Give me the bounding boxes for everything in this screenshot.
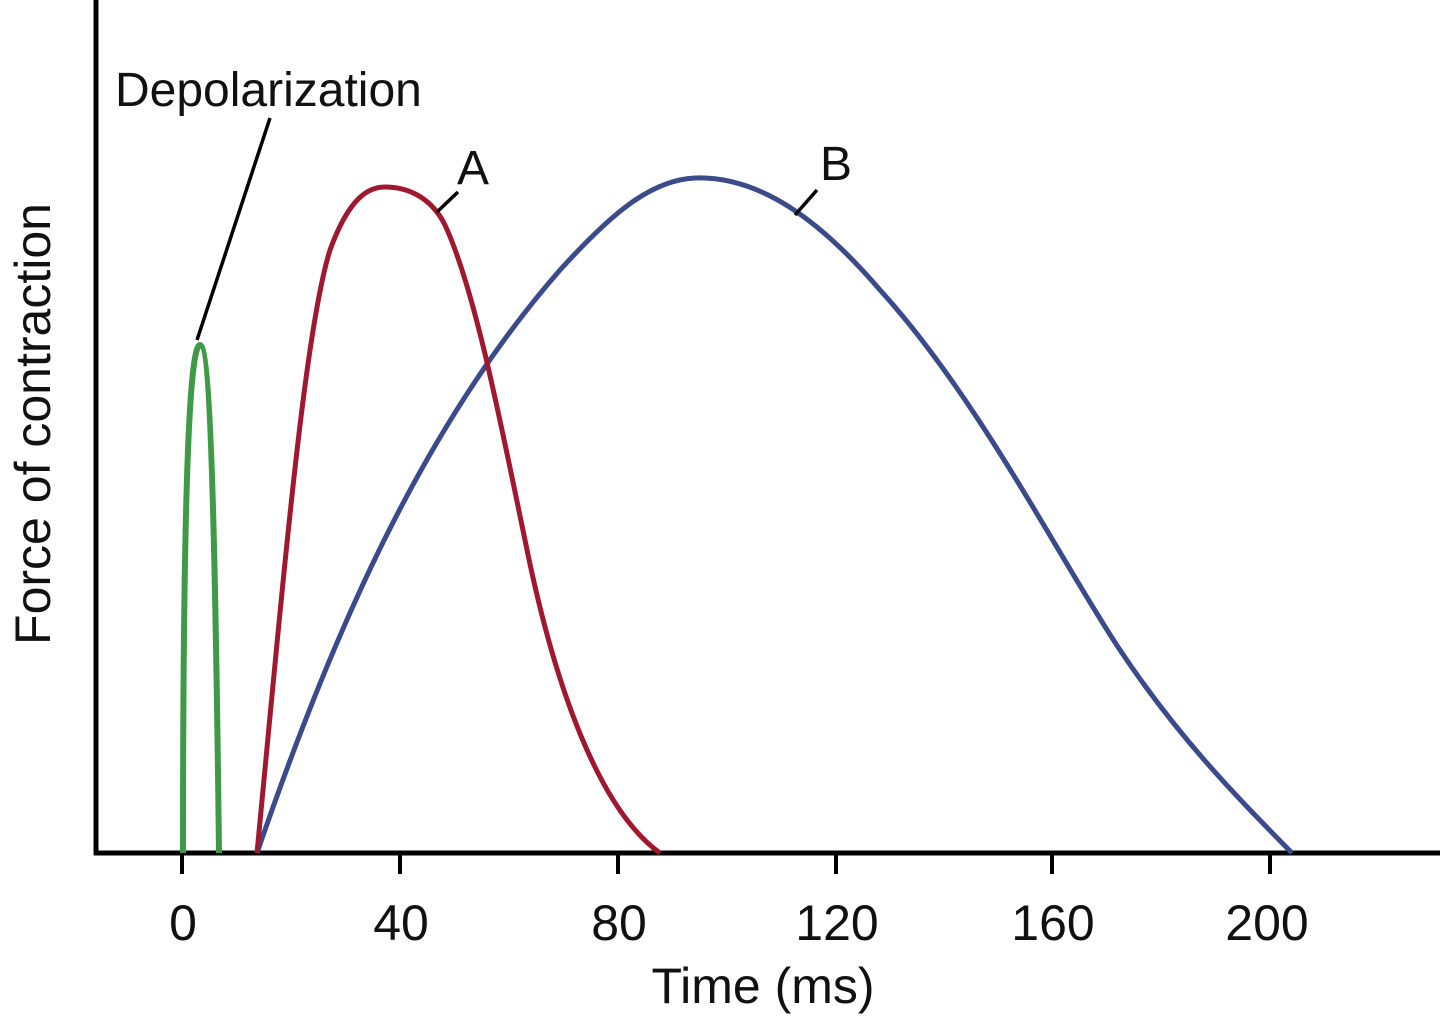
curve-a	[254, 184, 662, 856]
x-axis-title: Time (ms)	[651, 958, 874, 1014]
x-tick-200: 200	[1225, 895, 1308, 951]
x-axis-ticks	[180, 853, 1272, 874]
curve-b	[254, 175, 1294, 855]
depolarization-label: Depolarization	[115, 64, 422, 117]
depolarization-leader-line	[195, 117, 272, 341]
a-leader-line	[435, 190, 460, 214]
curve-depolarization	[180, 342, 222, 854]
b-leader-line	[793, 188, 819, 217]
x-tick-160: 160	[1011, 895, 1094, 951]
curve-b-label: B	[820, 138, 852, 191]
x-tick-40: 40	[373, 895, 429, 951]
y-axis-title: Force of contraction	[5, 203, 61, 645]
curve-a-label: A	[457, 142, 489, 195]
x-tick-0: 0	[169, 895, 197, 951]
x-tick-80: 80	[591, 895, 647, 951]
x-tick-120: 120	[795, 895, 878, 951]
x-tick-labels: 0 40 80 120 160 200	[169, 895, 1309, 951]
